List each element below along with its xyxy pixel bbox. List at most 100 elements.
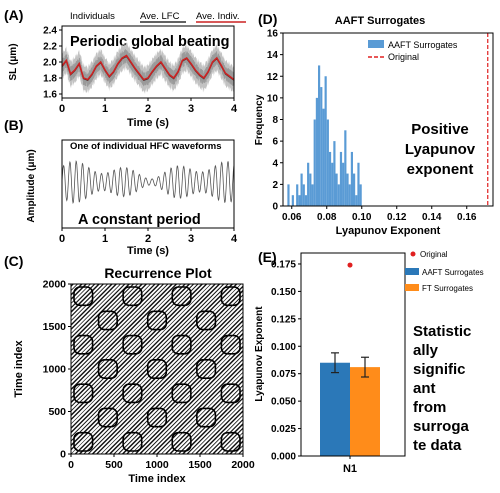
panel-e-annotation-line: ant bbox=[413, 380, 436, 397]
panel-c-block bbox=[97, 407, 118, 428]
panel-d-xtick-label: 0.12 bbox=[387, 212, 407, 223]
panel-a-xtick-label: 1 bbox=[102, 103, 108, 115]
panel-d-ytick-label: 0 bbox=[272, 202, 278, 213]
panel-c-block bbox=[73, 383, 94, 404]
panel-c-diagonal-line bbox=[71, 284, 199, 412]
panel-c-diagonal-line bbox=[109, 319, 243, 454]
panel-d-ticks: 0.06 0.08 0.10 0.12 0.14 0.16 0 2 4 6 8 10 12 14 16 bbox=[267, 29, 477, 224]
panel-c-block bbox=[171, 286, 192, 307]
panel-c-block bbox=[122, 431, 143, 452]
panel-e-xtick-label: N1 bbox=[343, 463, 357, 475]
panel-c-block bbox=[171, 431, 192, 452]
panel-c-block bbox=[73, 431, 94, 452]
panel-a-plot bbox=[61, 41, 235, 95]
panel-e-annotation-line: signific bbox=[413, 361, 466, 378]
panel-c-block bbox=[196, 407, 217, 428]
panel-e-legend-aaft-swatch bbox=[405, 268, 419, 275]
panel-b-ylabel: Amplitude (μm) bbox=[26, 149, 37, 222]
panel-e-annotation-line: surroga bbox=[413, 418, 470, 435]
panel-c-diagonal-line bbox=[71, 284, 186, 399]
panel-c-block bbox=[171, 383, 192, 404]
panel-c-letter: (C) bbox=[4, 253, 23, 269]
panel-e-annotation: Statistic ally signific ant from surroga te da… bbox=[413, 323, 471, 454]
panel-a-ytick-label: 2.2 bbox=[43, 42, 57, 53]
panel-c-diagonal-line bbox=[71, 284, 173, 387]
panel-e-ytick-label: 0.125 bbox=[271, 314, 296, 325]
panel-e-axes-frame bbox=[300, 252, 406, 457]
panel-d-histogram-bar bbox=[350, 151, 353, 206]
panel-c-diagonal-line bbox=[71, 284, 109, 322]
panel-d-histogram-bar bbox=[335, 173, 338, 206]
panel-c-block bbox=[73, 334, 94, 355]
panel-e-ytick-label: 0.075 bbox=[271, 369, 296, 380]
panel-c: (C) Recurrence Plot 0 500 1000 1500 2000 0 500… bbox=[4, 253, 255, 485]
panel-c-diagonal-line bbox=[156, 367, 243, 454]
panel-b-xtick-label: 1 bbox=[102, 233, 108, 245]
panel-c-diagonal-line bbox=[71, 284, 151, 365]
panel-e-bar-ft bbox=[350, 367, 380, 456]
panel-d-histogram-bar bbox=[355, 195, 358, 206]
panel-d-histogram-bar bbox=[326, 119, 329, 206]
panel-d-histogram-bar bbox=[344, 130, 347, 206]
panel-e-ytick-label: 0.150 bbox=[271, 287, 296, 298]
panel-d-title: AAFT Surrogates bbox=[335, 15, 425, 27]
panel-d-histogram-bar bbox=[337, 184, 340, 206]
panel-c-diagonal-line bbox=[199, 409, 243, 454]
panel-c-block bbox=[196, 359, 217, 379]
panel-c-diagonal-line bbox=[161, 371, 243, 454]
panel-c-xtick-label: 1500 bbox=[188, 459, 212, 471]
panel-c-diagonal-line bbox=[71, 284, 195, 408]
panel-d-ytick-label: 6 bbox=[272, 137, 278, 148]
panel-c-xtick-label: 1000 bbox=[145, 459, 169, 471]
panel-d-annotation-line1: Positive bbox=[411, 121, 469, 138]
panel-a-ytick-label: 2.4 bbox=[43, 26, 57, 37]
panel-c-ylabel: Time index bbox=[13, 339, 25, 397]
panel-d-ytick-label: 10 bbox=[267, 93, 279, 104]
panel-d-letter: (D) bbox=[258, 11, 277, 27]
panel-c-diagonal-line bbox=[71, 284, 182, 395]
panel-c-diagonal-line bbox=[71, 284, 225, 438]
panel-c-diagonal-line bbox=[143, 354, 243, 454]
panel-a-letter: (A) bbox=[4, 7, 23, 23]
panel-e-ylabel: Lyapunov Exponent bbox=[254, 306, 265, 402]
panel-d-histogram-bar bbox=[313, 119, 316, 206]
panel-b-xtick-label: 4 bbox=[231, 233, 238, 245]
panel-e-ytick-label: 0.000 bbox=[271, 452, 296, 463]
panel-c-diagonal-line bbox=[71, 284, 113, 327]
panel-e-ticks: 0.000 0.025 0.050 0.075 0.100 0.125 0.150 0.175… bbox=[271, 259, 357, 475]
panel-d-histogram-bar bbox=[346, 173, 349, 206]
panel-a-xtick-label: 2 bbox=[145, 103, 151, 115]
panel-d-xtick-label: 0.06 bbox=[282, 212, 302, 223]
panel-e: (E) 0.0000.0250.0500.0750.1000.1250.1500… bbox=[254, 249, 484, 475]
panel-d-histogram-bar bbox=[357, 162, 360, 206]
panel-c-block bbox=[122, 383, 143, 404]
panel-c-diagonal-line bbox=[71, 284, 169, 382]
panel-c-diagonal-line bbox=[186, 397, 243, 454]
panel-c-diagonal-line bbox=[139, 349, 243, 454]
panel-d-ytick-label: 2 bbox=[272, 180, 278, 191]
panel-d-xtick-label: 0.14 bbox=[422, 212, 442, 223]
panel-c-diagonal-line bbox=[71, 284, 160, 374]
panel-a-xtick-label: 4 bbox=[231, 103, 238, 115]
panel-c-xlabel: Time index bbox=[128, 473, 186, 485]
panel-b-xtick-label: 0 bbox=[59, 233, 65, 245]
panel-c-diagonal-line bbox=[71, 284, 126, 339]
panel-d-histogram-bar bbox=[322, 108, 325, 206]
panel-c-diagonal-line bbox=[79, 289, 243, 454]
panel-d-xtick-label: 0.16 bbox=[457, 212, 477, 223]
panel-d-histogram bbox=[287, 33, 489, 206]
panel-c-diagonal-line bbox=[203, 414, 243, 454]
panel-d-legend-aaft-swatch bbox=[368, 40, 384, 48]
panel-d-histogram-bar bbox=[291, 195, 294, 206]
panel-c-block bbox=[220, 383, 241, 404]
panel-c-diagonal-line bbox=[71, 284, 104, 318]
panel-e-bars bbox=[320, 262, 380, 456]
panel-c-diagonal-line bbox=[83, 294, 243, 454]
panel-a-xtick-label: 3 bbox=[188, 103, 194, 115]
panel-c-xtick-label: 0 bbox=[68, 459, 74, 471]
panel-a-ytick-label: 1.8 bbox=[43, 74, 57, 85]
panel-e-legend-ft-swatch bbox=[405, 284, 419, 291]
panel-b-xlabel: Time (s) bbox=[127, 245, 169, 257]
panel-c-xtick-label: 2000 bbox=[231, 459, 255, 471]
panel-c-diagonal-line bbox=[71, 284, 164, 378]
